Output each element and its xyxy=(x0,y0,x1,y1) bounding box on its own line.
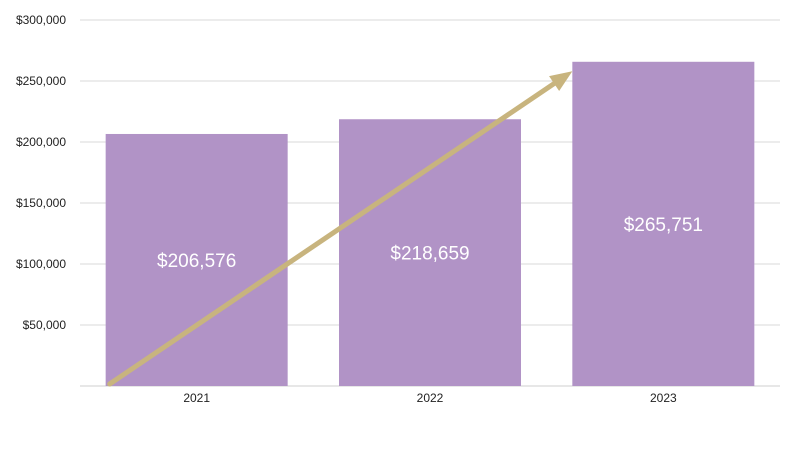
bar-2021 xyxy=(105,133,288,386)
x-tick-label: 2023 xyxy=(650,391,677,405)
bar-2022 xyxy=(339,119,521,386)
trend-arrow-head xyxy=(549,71,573,92)
x-axis-tick-labels: 2021 2022 2023 xyxy=(183,391,677,405)
x-tick-label: 2022 xyxy=(417,391,444,405)
bar-data-label: $206,576 xyxy=(157,251,236,272)
bar-data-label: $218,659 xyxy=(390,244,469,265)
trend-arrow xyxy=(107,71,573,387)
y-tick-label: $250,000 xyxy=(16,74,66,88)
bar-2023 xyxy=(572,61,755,386)
x-tick-label: 2021 xyxy=(183,391,210,405)
y-tick-label: $300,000 xyxy=(16,13,66,27)
y-tick-label: $50,000 xyxy=(23,318,67,332)
y-tick-label: $200,000 xyxy=(16,135,66,149)
y-tick-label: $100,000 xyxy=(16,257,66,271)
bar-data-label: $265,751 xyxy=(624,215,703,236)
trend-arrow-shaft xyxy=(107,81,557,387)
bars xyxy=(105,61,755,386)
bar-data-labels: $206,576 $218,659 $265,751 xyxy=(157,215,703,272)
y-tick-label: $150,000 xyxy=(16,196,66,210)
y-axis-tick-labels: $50,000 $100,000 $150,000 $200,000 $250,000 $… xyxy=(16,13,66,332)
